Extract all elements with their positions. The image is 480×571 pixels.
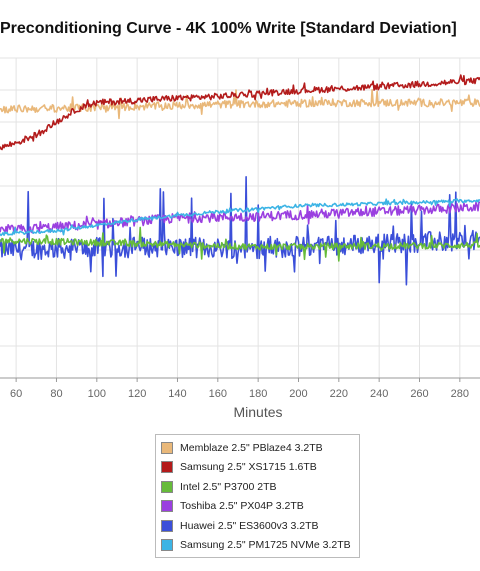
x-tick-label: 260 xyxy=(410,388,428,400)
legend-label: Samsung 2.5" XS1715 1.6TB xyxy=(180,461,317,474)
x-tick-label: 140 xyxy=(168,388,186,400)
legend-label: Toshiba 2.5" PX04P 3.2TB xyxy=(180,500,304,513)
legend-swatch xyxy=(161,500,173,513)
x-tick-label: 80 xyxy=(50,388,62,400)
legend-swatch xyxy=(161,480,173,493)
x-tick-label: 100 xyxy=(88,388,106,400)
legend-item: Memblaze 2.5" PBlaze4 3.2TB xyxy=(156,438,359,458)
series-line xyxy=(0,201,480,235)
series-line xyxy=(0,198,480,237)
x-tick-label: 280 xyxy=(451,388,469,400)
series-line xyxy=(0,226,480,262)
chart-title: Preconditioning Curve - 4K 100% Write [S… xyxy=(0,20,457,37)
legend-swatch xyxy=(161,441,173,454)
x-tick-label: 200 xyxy=(289,388,307,400)
legend-item: Toshiba 2.5" PX04P 3.2TB xyxy=(156,497,359,517)
x-tick-label: 160 xyxy=(209,388,227,400)
legend-label: Memblaze 2.5" PBlaze4 3.2TB xyxy=(180,441,323,454)
x-axis-label: Minutes xyxy=(233,404,282,420)
x-tick-label: 120 xyxy=(128,388,146,400)
legend-label: Intel 2.5" P3700 2TB xyxy=(180,480,277,493)
legend-swatch xyxy=(161,519,173,532)
legend-item: Samsung 2.5" PM1725 NVMe 3.2TB xyxy=(156,536,359,556)
legend-item: Intel 2.5" P3700 2TB xyxy=(156,477,359,497)
x-tick-label: 60 xyxy=(10,388,22,400)
legend-swatch xyxy=(161,461,173,474)
legend-item: Huawei 2.5" ES3600v3 3.2TB xyxy=(156,516,359,536)
legend-label: Samsung 2.5" PM1725 NVMe 3.2TB xyxy=(180,539,351,552)
series-line xyxy=(0,176,480,286)
legend: Memblaze 2.5" PBlaze4 3.2TB Samsung 2.5" … xyxy=(155,434,360,558)
legend-swatch xyxy=(161,539,173,552)
x-tick-label: 220 xyxy=(330,388,348,400)
series-line xyxy=(0,74,480,151)
x-tick-label: 240 xyxy=(370,388,388,400)
legend-item: Samsung 2.5" XS1715 1.6TB xyxy=(156,458,359,478)
x-tick-label: 180 xyxy=(249,388,267,400)
legend-label: Huawei 2.5" ES3600v3 3.2TB xyxy=(180,519,319,532)
